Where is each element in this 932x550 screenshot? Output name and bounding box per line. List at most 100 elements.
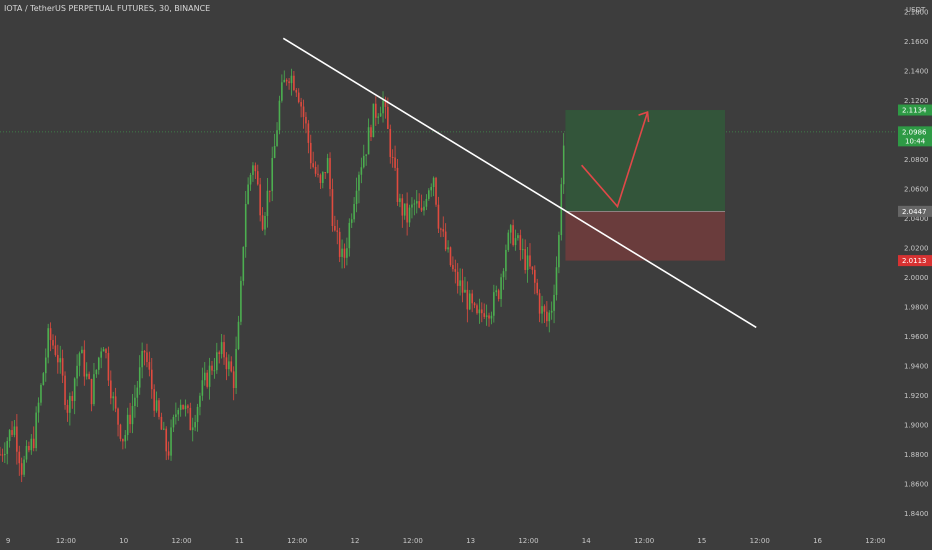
x-tick-label: 9: [6, 537, 10, 545]
x-tick-label: 12:00: [403, 537, 423, 545]
candle-body: [290, 75, 293, 84]
x-tick-label: 12:00: [287, 537, 307, 545]
candle-body: [110, 380, 112, 399]
candle-body: [242, 246, 245, 281]
candle-body: [442, 229, 445, 232]
price-tag-stop: [898, 255, 932, 267]
candle-body: [483, 313, 486, 317]
candle-body: [362, 155, 365, 168]
candle-body: [88, 373, 90, 379]
candle-body: [1, 454, 4, 456]
candle-body: [415, 201, 418, 204]
candle-body: [64, 375, 66, 406]
y-tick-label: 2.1400: [904, 67, 929, 75]
loss-zone[interactable]: [565, 211, 726, 261]
candle-body: [165, 428, 168, 452]
y-tick-label: 2.0800: [904, 156, 929, 164]
x-tick-label: 12:00: [865, 537, 885, 545]
x-tick-label: 10: [119, 537, 128, 545]
candle-body: [394, 157, 396, 168]
candle-body: [73, 378, 76, 401]
profit-zone[interactable]: [565, 110, 726, 212]
y-tick-label: 1.8400: [904, 510, 929, 518]
chart-title: IOTA / TetherUS PERPETUAL FUTURES, 30, B…: [4, 4, 211, 13]
price-tag-label: 2.0447: [902, 208, 927, 216]
price-tag-label: 2.0986: [902, 128, 927, 136]
candle-body: [430, 187, 433, 191]
candle-body: [269, 190, 271, 192]
candle-body: [526, 255, 529, 270]
candle-body: [119, 424, 122, 439]
candle-body: [206, 372, 208, 387]
candle-body: [179, 404, 182, 410]
candle-body: [271, 157, 274, 192]
candle-body: [211, 365, 213, 371]
candle-body: [69, 396, 71, 413]
candle-body: [194, 422, 196, 428]
candle-body: [305, 116, 307, 124]
candle-body: [389, 128, 392, 157]
candle-body: [500, 277, 502, 300]
candle-body: [208, 365, 211, 387]
candle-body: [11, 430, 13, 435]
candle-body: [170, 427, 172, 456]
candle-body: [297, 92, 300, 103]
candle-body: [44, 357, 47, 374]
candle-body: [411, 204, 413, 208]
arrow-head: [638, 111, 650, 123]
trendline[interactable]: [282, 37, 757, 329]
candle-body: [244, 203, 247, 247]
x-tick-label: 11: [235, 537, 244, 545]
projection-arrow[interactable]: [581, 111, 649, 209]
candle-body: [517, 235, 519, 239]
candle-body: [401, 198, 404, 216]
candle-body: [201, 380, 204, 396]
candle-body: [247, 184, 249, 204]
candle-body: [30, 438, 33, 451]
x-tick-label: 12:00: [750, 537, 770, 545]
candle-body: [329, 158, 331, 190]
candle-body: [543, 306, 546, 312]
candle-body: [18, 451, 21, 464]
candle-body: [437, 204, 440, 229]
candle-body: [228, 361, 230, 370]
candle-body: [471, 293, 473, 304]
candle-body: [440, 228, 442, 230]
candle-body: [478, 309, 481, 314]
candle-body: [138, 367, 141, 388]
candle-body: [338, 231, 341, 257]
candle-body: [555, 267, 558, 295]
candle-body: [100, 351, 102, 358]
candle-body: [117, 408, 119, 425]
candle-body: [553, 294, 555, 311]
candle-body: [266, 190, 269, 217]
candle-body: [187, 405, 189, 408]
candle-body: [213, 370, 216, 372]
y-tick-label: 2.0400: [904, 215, 929, 223]
candle-body: [134, 397, 136, 406]
candle-body: [281, 82, 283, 101]
candle-body: [387, 106, 389, 129]
candle-body: [529, 255, 531, 267]
candle-body: [23, 459, 25, 475]
candle-body: [203, 372, 206, 381]
price-tag-entry: [898, 205, 932, 217]
candle-body: [473, 303, 476, 306]
candle-body: [184, 405, 187, 410]
candle-body: [136, 387, 139, 398]
candle-body: [353, 203, 355, 220]
candle-body: [322, 172, 324, 183]
candle-body: [541, 306, 543, 314]
y-tick-label: 1.9800: [904, 303, 929, 311]
candle-body: [160, 416, 163, 430]
candle-body: [49, 328, 52, 341]
candle-body: [456, 271, 459, 286]
candle-body: [331, 189, 334, 226]
candle-body: [4, 453, 6, 456]
candle-body: [13, 426, 16, 435]
x-tick-label: 12: [351, 537, 360, 545]
candle-body: [148, 362, 151, 370]
candle-body: [163, 428, 165, 430]
